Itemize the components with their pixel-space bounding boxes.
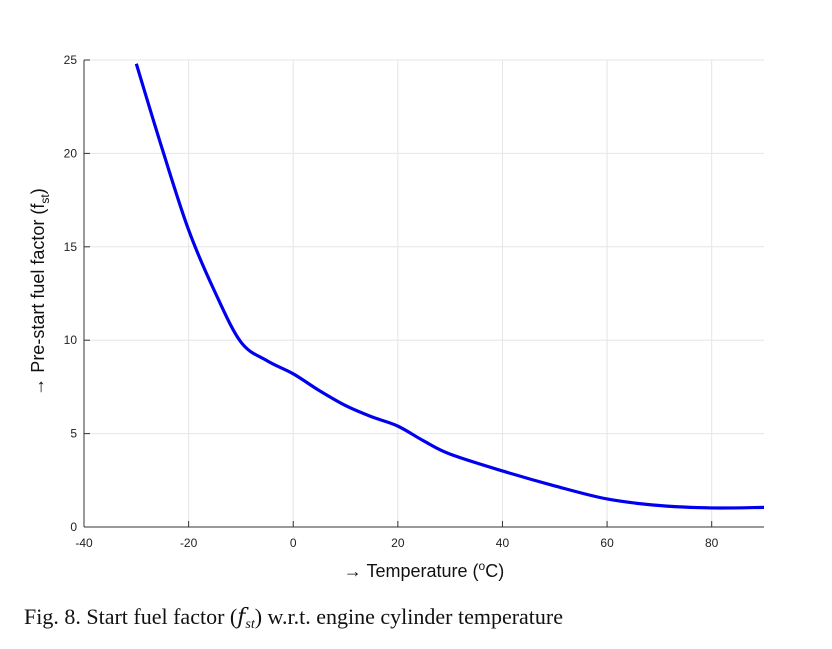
axes (83, 60, 764, 528)
figure-caption: Fig. 8. Start fuel factor (fst) w.r.t. e… (24, 604, 563, 633)
series (134, 63, 765, 510)
x-tick-label: 20 (391, 536, 405, 550)
x-tick-label: -20 (180, 536, 198, 550)
x-axis-title: → Temperature (oC) (344, 559, 504, 581)
x-tick-label: 80 (705, 536, 719, 550)
y-tick-label: 15 (64, 240, 78, 254)
caption-symbol-sub: st (245, 617, 255, 632)
series-line (134, 63, 765, 510)
x-tick-label: 0 (290, 536, 297, 550)
caption-symbol: f (237, 605, 246, 630)
y-tick-label: 25 (64, 53, 78, 67)
x-tick-label: 60 (600, 536, 614, 550)
ticks: -40 -20 0 20 40 60 80 0 5 10 15 20 25 (64, 53, 719, 550)
x-tick-label: -40 (75, 536, 93, 550)
y-tick-label: 20 (64, 146, 78, 160)
grid (84, 59, 764, 527)
caption-suffix: ) w.r.t. engine cylinder temperature (254, 604, 564, 629)
caption-prefix: Fig. 8. Start fuel factor ( (24, 604, 238, 629)
y-tick-label: 10 (64, 333, 78, 347)
y-tick-label: 5 (70, 427, 77, 441)
y-tick-label: 0 (70, 520, 77, 534)
y-axis-title: → Pre-start fuel factor (fst) (28, 188, 52, 395)
x-tick-label: 40 (496, 536, 510, 550)
